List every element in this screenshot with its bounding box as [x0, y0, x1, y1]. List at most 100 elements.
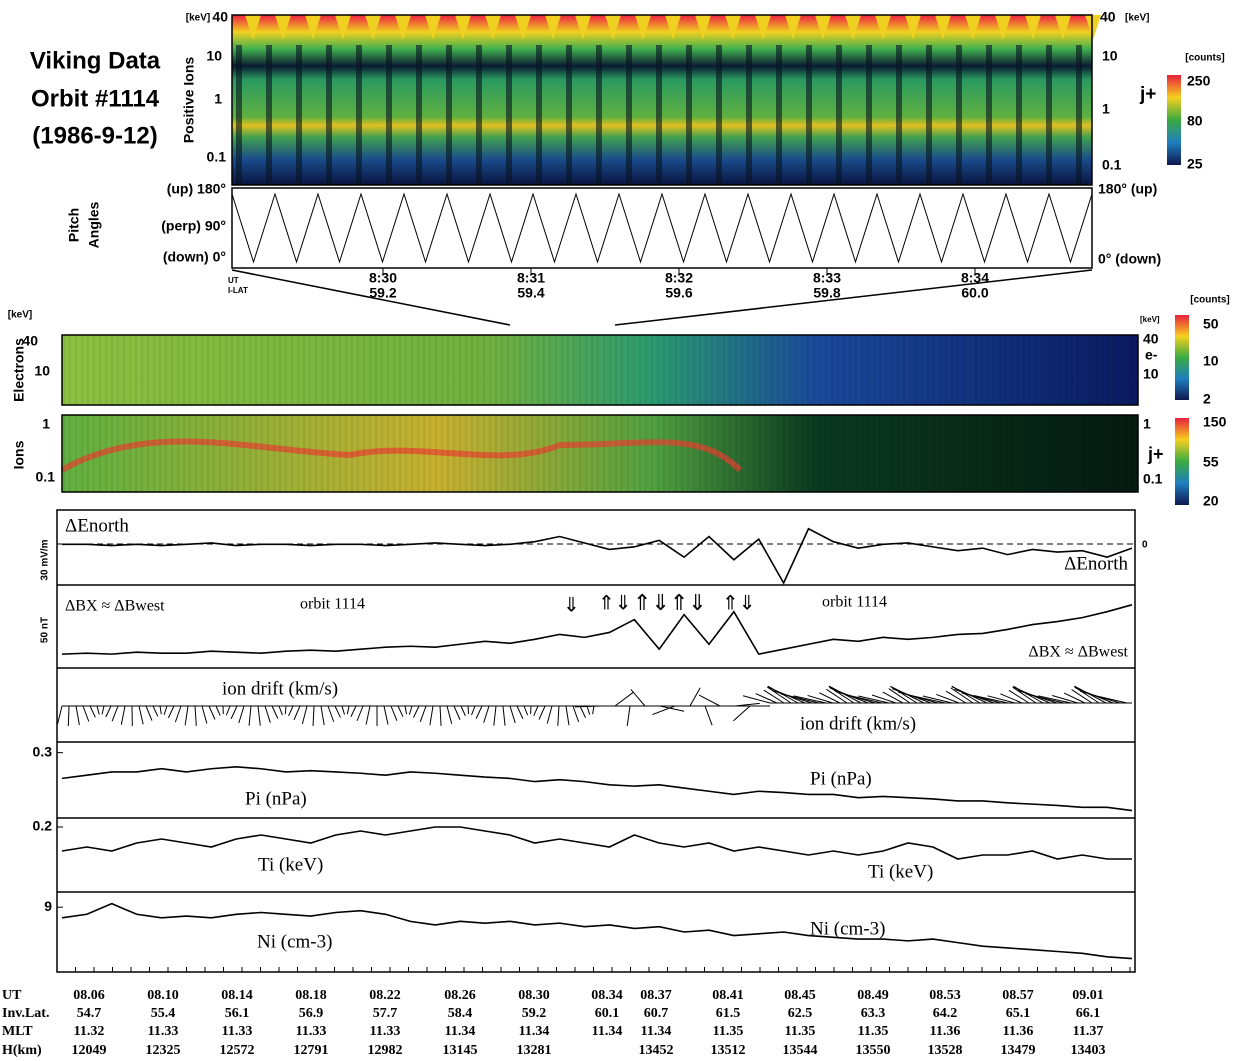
stripe — [836, 45, 842, 185]
arrow: ⇓ — [563, 595, 580, 617]
drift-stick — [167, 705, 175, 719]
tick-label: 1 — [214, 91, 222, 107]
cell: 08.22 — [369, 988, 401, 1003]
spike — [725, 15, 741, 40]
cell: 13528 — [928, 1043, 963, 1058]
spike — [665, 15, 681, 40]
drift-stick — [732, 705, 751, 722]
stripe — [506, 45, 512, 185]
cell: 66.1 — [1076, 1006, 1101, 1021]
y-tick-label: 9 — [44, 898, 52, 914]
drift-stick — [579, 705, 587, 719]
cell: 54.7 — [77, 1006, 102, 1021]
drift-stick — [89, 705, 96, 718]
spike — [275, 15, 291, 40]
spike — [695, 15, 711, 40]
quantity: j+ — [1139, 84, 1156, 105]
cell: 11.32 — [74, 1024, 105, 1039]
drift-stick — [592, 705, 595, 715]
cell: 58.4 — [448, 1006, 473, 1021]
stripe — [956, 45, 962, 185]
quantity: j+ — [1147, 444, 1164, 464]
drift-stick — [652, 705, 676, 716]
stripe — [746, 45, 752, 185]
drift-stick — [96, 705, 100, 715]
drift-stick — [945, 690, 967, 704]
unit: [keV] — [1140, 315, 1160, 324]
spike — [335, 15, 351, 40]
drift-stick — [1052, 695, 1079, 704]
trace — [62, 527, 1133, 585]
drift-stick — [557, 705, 560, 726]
drift-stick — [471, 705, 476, 716]
cell: 11.35 — [785, 1024, 816, 1039]
stripe — [386, 45, 392, 185]
cell: 11.34 — [592, 1024, 623, 1039]
axis-label: Angles — [86, 201, 102, 248]
stripe — [416, 45, 422, 185]
spectrogram-stripes — [236, 15, 1101, 185]
axis-label: Positive Ions — [181, 57, 197, 144]
scale-label: 50 nT — [40, 617, 51, 643]
lat-label: 60.0 — [961, 285, 988, 301]
drift-stick — [341, 705, 346, 715]
drift-stick — [225, 705, 231, 716]
drift-stick — [334, 705, 341, 718]
spike — [245, 15, 261, 40]
panel-frame — [231, 187, 1093, 269]
drift-stick — [208, 705, 216, 720]
cell: 08.18 — [295, 988, 327, 1003]
drift-stick — [755, 693, 778, 704]
time-label: 8:31 — [517, 270, 545, 286]
tick-label: 0.1 — [36, 469, 56, 485]
axis-label: UT — [228, 276, 239, 285]
drift-stick — [1025, 693, 1065, 704]
drift-stick — [404, 705, 408, 715]
cell: 11.33 — [222, 1024, 253, 1039]
spike — [845, 15, 861, 40]
panel-label: Ti (keV) — [258, 854, 323, 875]
drift-stick — [586, 705, 591, 715]
stripe — [896, 45, 902, 185]
cell: 60.7 — [644, 1006, 669, 1021]
cell: 55.4 — [151, 1006, 176, 1021]
drift-stick — [413, 705, 420, 718]
cell: 12049 — [72, 1043, 107, 1058]
cell: 08.53 — [929, 988, 961, 1003]
spike — [305, 15, 321, 40]
title-line: Orbit #1114 — [31, 85, 160, 112]
drift-stick — [312, 705, 315, 726]
drift-stick — [538, 705, 546, 720]
stripe — [566, 45, 572, 185]
panel-label: Ni (cm-3) — [810, 918, 885, 939]
spike — [365, 15, 381, 40]
drift-stick — [898, 691, 939, 704]
lat-label: 59.6 — [665, 285, 692, 301]
drift-stick — [493, 705, 497, 726]
tick-label: 10 — [206, 48, 222, 64]
cell: 13281 — [517, 1043, 552, 1058]
drift-stick — [194, 705, 197, 726]
tick-label: 10 — [34, 363, 50, 379]
spike — [875, 15, 891, 40]
colorbar-tick: 10 — [1203, 353, 1219, 369]
cell: 60.1 — [595, 1006, 620, 1021]
spike — [455, 15, 471, 40]
cell: 13145 — [443, 1043, 478, 1058]
stripe — [716, 45, 722, 185]
trace — [61, 604, 1133, 656]
drift-stick — [238, 705, 245, 724]
title-line: Viking Data — [30, 47, 161, 74]
spike — [545, 15, 561, 40]
tick-label: 0.1 — [207, 149, 227, 165]
colorbar-tick: 20 — [1203, 493, 1219, 509]
cell: 08.30 — [518, 988, 550, 1003]
cell: 08.57 — [1002, 988, 1034, 1003]
stripe — [236, 45, 242, 185]
drift-stick — [987, 695, 1016, 704]
trace — [61, 902, 1133, 960]
tick-label: (perp) 90° — [161, 218, 226, 234]
drift-stick — [184, 705, 189, 726]
drift-stick — [936, 693, 960, 704]
cell: 59.2 — [522, 1006, 547, 1021]
